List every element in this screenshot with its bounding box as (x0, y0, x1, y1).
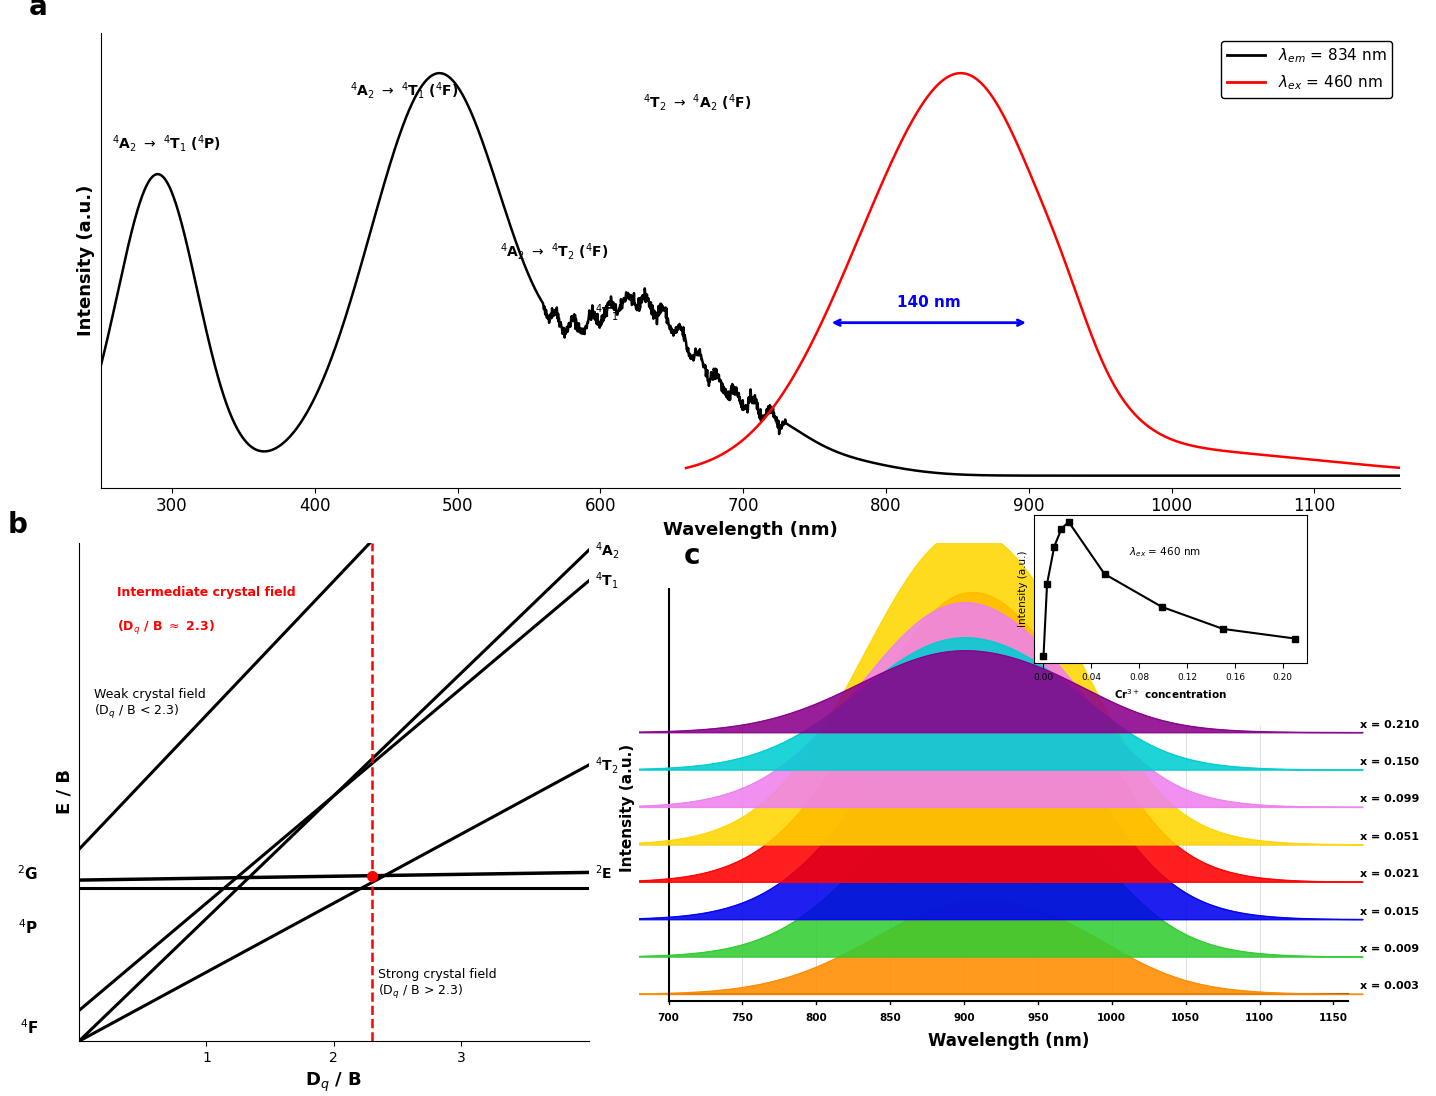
Text: x = 0.015: x = 0.015 (1360, 906, 1419, 916)
Text: 900: 900 (954, 1013, 975, 1024)
Text: c: c (684, 543, 699, 570)
Legend: $\lambda_{em}$ = 834 nm, $\lambda_{ex}$ = 460 nm: $\lambda_{em}$ = 834 nm, $\lambda_{ex}$ … (1221, 41, 1393, 98)
Text: $^2$E: $^2$E (595, 864, 612, 881)
Text: Intermediate crystal field: Intermediate crystal field (118, 586, 296, 600)
Text: 1050: 1050 (1172, 1013, 1200, 1024)
Polygon shape (639, 651, 1363, 732)
Text: $^4$T$_1$: $^4$T$_1$ (595, 570, 619, 592)
Text: $^4$A$_2$ $\rightarrow$ $^4$T$_1$ ($^4$P): $^4$A$_2$ $\rightarrow$ $^4$T$_1$ ($^4$P… (112, 133, 221, 153)
Y-axis label: Intensity (a.u.): Intensity (a.u.) (78, 184, 95, 336)
Text: $^2$G: $^2$G (17, 865, 39, 883)
Text: 1000: 1000 (1097, 1013, 1126, 1024)
Polygon shape (639, 529, 1363, 845)
Y-axis label: Intensity (a.u.): Intensity (a.u.) (1018, 551, 1028, 627)
Text: Weak crystal field
(D$_q$ / B < 2.3): Weak crystal field (D$_q$ / B < 2.3) (95, 688, 205, 721)
Text: x = 0.150: x = 0.150 (1360, 757, 1419, 767)
Polygon shape (639, 900, 1363, 994)
Polygon shape (639, 775, 1363, 957)
Text: b: b (7, 511, 27, 538)
X-axis label: Wavelength (nm): Wavelength (nm) (663, 521, 837, 539)
Text: $^4$A$_2$ $\rightarrow$ $^4$T$_2$ ($^4$F): $^4$A$_2$ $\rightarrow$ $^4$T$_2$ ($^4$F… (500, 241, 609, 262)
Text: $^4$A$_2$: $^4$A$_2$ (595, 539, 620, 561)
Text: 850: 850 (879, 1013, 900, 1024)
Text: Wavelength (nm): Wavelength (nm) (928, 1031, 1088, 1050)
X-axis label: D$_q$ / B: D$_q$ / B (306, 1071, 362, 1094)
Text: 1150: 1150 (1318, 1013, 1348, 1024)
Text: x = 0.099: x = 0.099 (1360, 795, 1419, 804)
Text: Strong crystal field
(D$_q$ / B > 2.3): Strong crystal field (D$_q$ / B > 2.3) (379, 968, 497, 1002)
Polygon shape (639, 603, 1363, 808)
Text: $^4$A$_2$ $\rightarrow$ $^4$T$_1$ ($^4$F): $^4$A$_2$ $\rightarrow$ $^4$T$_1$ ($^4$F… (350, 80, 458, 101)
Polygon shape (639, 638, 1363, 770)
Text: $^4$F: $^4$F (20, 1018, 39, 1037)
Text: x = 0.003: x = 0.003 (1360, 981, 1419, 991)
Text: a: a (29, 0, 47, 21)
Text: $^4$T$_2$ $\rightarrow$ $^4$A$_2$ ($^4$F): $^4$T$_2$ $\rightarrow$ $^4$A$_2$ ($^4$F… (643, 92, 751, 113)
Text: x = 0.210: x = 0.210 (1360, 720, 1419, 730)
Text: (D$_q$ / B $\approx$ 2.3): (D$_q$ / B $\approx$ 2.3) (118, 619, 215, 637)
Text: $^4$T$_1$: $^4$T$_1$ (595, 301, 619, 323)
Polygon shape (639, 687, 1363, 920)
Text: x = 0.009: x = 0.009 (1360, 944, 1419, 954)
Text: 950: 950 (1027, 1013, 1048, 1024)
Polygon shape (639, 593, 1363, 882)
Y-axis label: E / B: E / B (56, 769, 73, 814)
Text: 1100: 1100 (1245, 1013, 1274, 1024)
Text: $^4$T$_2$: $^4$T$_2$ (595, 754, 619, 776)
Text: Intensity (a.u.): Intensity (a.u.) (620, 743, 635, 871)
Text: $\lambda_{ex}$ = 460 nm: $\lambda_{ex}$ = 460 nm (1129, 545, 1202, 559)
Text: x = 0.051: x = 0.051 (1360, 832, 1419, 842)
Text: 140 nm: 140 nm (898, 295, 961, 309)
Text: $^4$P: $^4$P (19, 918, 39, 937)
Text: 800: 800 (806, 1013, 827, 1024)
Text: 750: 750 (731, 1013, 754, 1024)
Text: 700: 700 (658, 1013, 679, 1024)
X-axis label: Cr$^{3+}$ concentration: Cr$^{3+}$ concentration (1114, 687, 1226, 701)
Text: x = 0.021: x = 0.021 (1360, 869, 1419, 879)
